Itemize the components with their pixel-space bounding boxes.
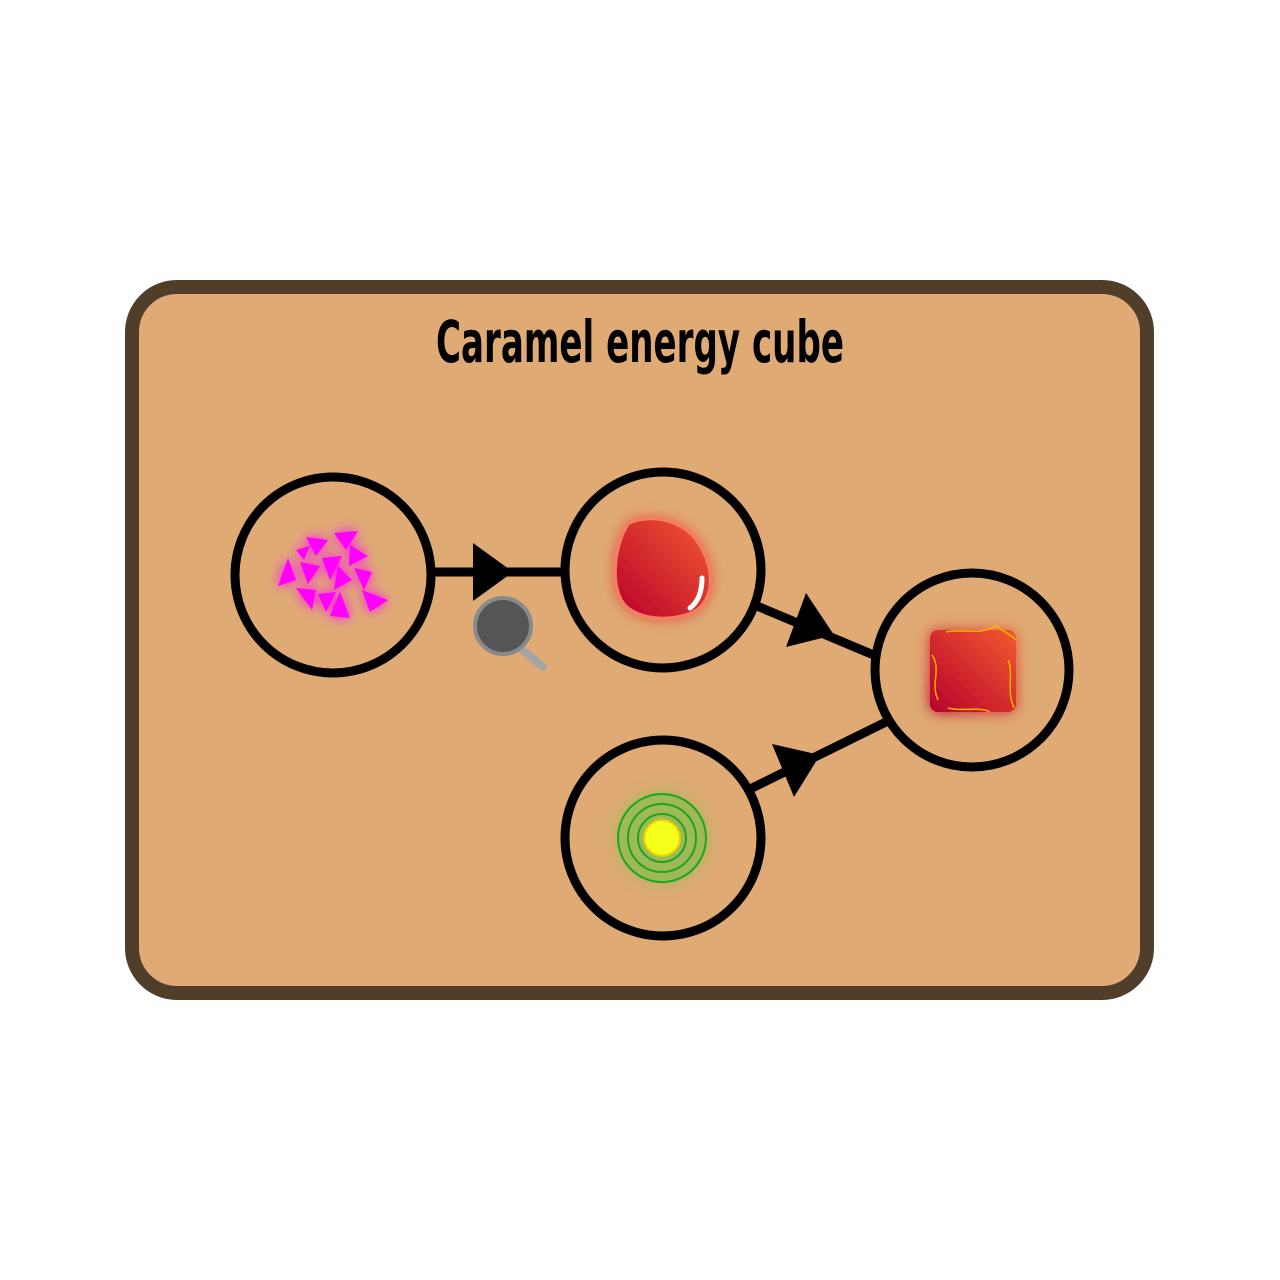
frying-pan-icon — [473, 596, 547, 671]
arrow-caramel-to-cube — [755, 593, 878, 661]
ingredient-node-caramel[interactable] — [560, 467, 766, 673]
arrow-sugar-to-caramel — [430, 543, 565, 601]
card-title: Caramel energy cube — [436, 308, 844, 376]
arrow-energy-to-cube — [746, 715, 892, 797]
ingredient-node-sugar[interactable] — [230, 472, 436, 678]
caramel-cube-icon — [930, 625, 1017, 713]
result-node-cube[interactable] — [870, 568, 1074, 772]
ingredient-node-energy[interactable] — [560, 735, 766, 941]
sugar-crystals-icon — [278, 531, 388, 618]
energy-orb-icon — [617, 793, 707, 883]
caramel-drop-icon — [612, 516, 713, 621]
